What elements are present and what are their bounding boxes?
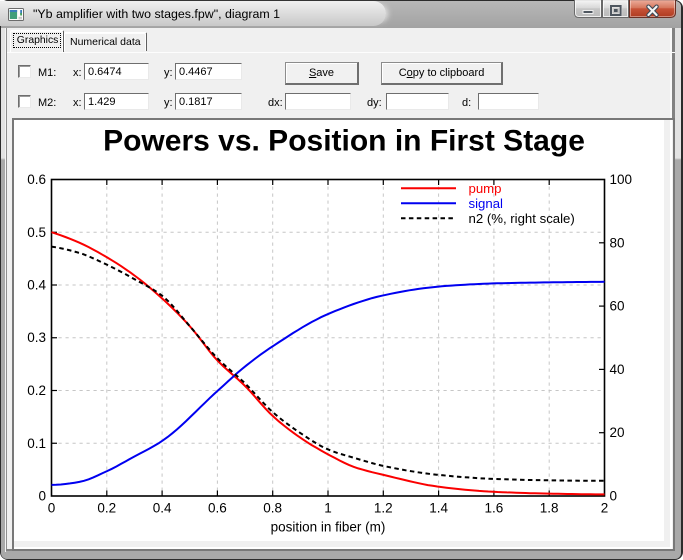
svg-text:60: 60 (610, 299, 625, 314)
svg-text:20: 20 (610, 425, 625, 440)
svg-text:Powers vs. Position in First S: Powers vs. Position in First Stage (103, 125, 585, 158)
svg-text:0.3: 0.3 (27, 330, 46, 345)
svg-text:pump: pump (469, 181, 502, 196)
svg-text:n2 (%, right scale): n2 (%, right scale) (469, 211, 575, 226)
svg-text:100: 100 (610, 172, 633, 187)
svg-text:0: 0 (610, 489, 618, 504)
svg-text:0.4: 0.4 (27, 278, 46, 293)
svg-text:0: 0 (48, 501, 56, 516)
svg-text:1.4: 1.4 (429, 501, 448, 516)
svg-text:1: 1 (324, 501, 332, 516)
svg-text:0.2: 0.2 (97, 501, 116, 516)
svg-text:0.8: 0.8 (263, 501, 282, 516)
svg-text:0.6: 0.6 (208, 501, 227, 516)
svg-text:40: 40 (610, 362, 625, 377)
svg-text:signal: signal (469, 196, 504, 211)
svg-text:80: 80 (610, 235, 625, 250)
svg-text:0: 0 (38, 489, 46, 504)
svg-text:1.6: 1.6 (485, 501, 504, 516)
svg-text:1.8: 1.8 (540, 501, 559, 516)
svg-text:position in fiber (m): position in fiber (m) (271, 520, 386, 535)
svg-text:2: 2 (601, 501, 609, 516)
svg-text:0.4: 0.4 (153, 501, 172, 516)
svg-text:0.6: 0.6 (27, 172, 46, 187)
svg-text:1.2: 1.2 (374, 501, 393, 516)
svg-text:0.5: 0.5 (27, 225, 46, 240)
svg-text:0.2: 0.2 (27, 383, 46, 398)
svg-text:0.1: 0.1 (27, 436, 46, 451)
